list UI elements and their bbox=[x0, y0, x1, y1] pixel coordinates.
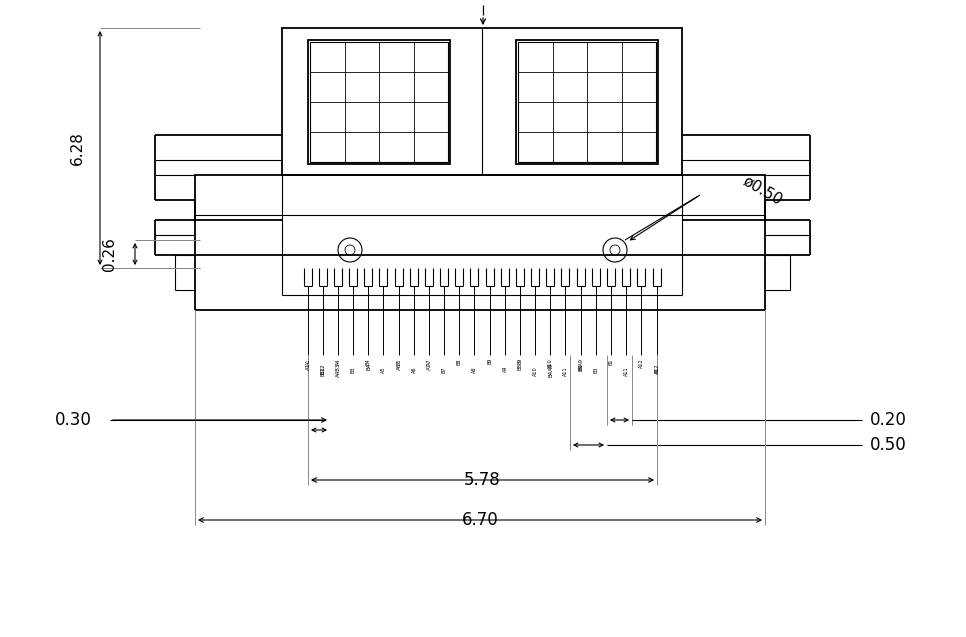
Text: A7: A7 bbox=[427, 358, 432, 364]
Text: B5: B5 bbox=[396, 358, 402, 364]
Bar bbox=[308, 40, 450, 164]
Text: B7: B7 bbox=[441, 366, 446, 373]
Bar bbox=[516, 40, 658, 164]
Text: A12: A12 bbox=[639, 358, 643, 368]
Text: A8: A8 bbox=[471, 366, 476, 373]
Text: 0.30: 0.30 bbox=[55, 411, 92, 429]
Text: A4B3: A4B3 bbox=[336, 363, 341, 377]
Text: A12: A12 bbox=[655, 363, 660, 374]
Text: A6: A6 bbox=[397, 363, 402, 370]
Text: 5.78: 5.78 bbox=[464, 471, 500, 489]
Text: B3: B3 bbox=[351, 366, 355, 373]
Text: B3: B3 bbox=[593, 366, 599, 373]
Bar bbox=[195, 175, 765, 255]
Text: B8: B8 bbox=[457, 358, 462, 364]
Text: B10: B10 bbox=[548, 358, 553, 368]
Text: A5: A5 bbox=[381, 366, 385, 373]
Text: A9: A9 bbox=[502, 366, 507, 373]
Text: A10: A10 bbox=[532, 366, 537, 376]
Text: A1: A1 bbox=[305, 358, 310, 364]
Text: A4: A4 bbox=[335, 358, 340, 364]
Text: B12: B12 bbox=[321, 366, 326, 376]
Text: A11: A11 bbox=[562, 366, 567, 376]
Text: B9: B9 bbox=[518, 358, 523, 364]
Text: 6.70: 6.70 bbox=[462, 511, 498, 529]
Text: A11: A11 bbox=[623, 366, 629, 376]
Text: 0.26: 0.26 bbox=[102, 237, 117, 271]
Text: B9: B9 bbox=[488, 358, 493, 364]
Text: ø0.50: ø0.50 bbox=[740, 173, 784, 207]
Bar bbox=[518, 42, 656, 162]
Text: B8: B8 bbox=[518, 363, 523, 370]
Text: 0.20: 0.20 bbox=[870, 411, 907, 429]
Text: B4: B4 bbox=[365, 358, 371, 364]
Text: B4A9: B4A9 bbox=[549, 363, 554, 377]
Text: B1: B1 bbox=[609, 358, 613, 364]
Bar bbox=[310, 42, 448, 162]
Text: B4A9: B4A9 bbox=[579, 358, 583, 371]
Bar bbox=[282, 28, 682, 175]
Text: 6.28: 6.28 bbox=[70, 131, 85, 165]
Text: B4: B4 bbox=[366, 363, 371, 370]
Text: A1: A1 bbox=[305, 363, 310, 370]
Text: B1: B1 bbox=[655, 366, 660, 373]
Text: B1: B1 bbox=[579, 363, 583, 370]
Text: A7: A7 bbox=[427, 363, 432, 370]
Text: B12: B12 bbox=[321, 363, 326, 374]
Text: A6: A6 bbox=[412, 366, 416, 373]
Text: 0.50: 0.50 bbox=[870, 436, 907, 454]
